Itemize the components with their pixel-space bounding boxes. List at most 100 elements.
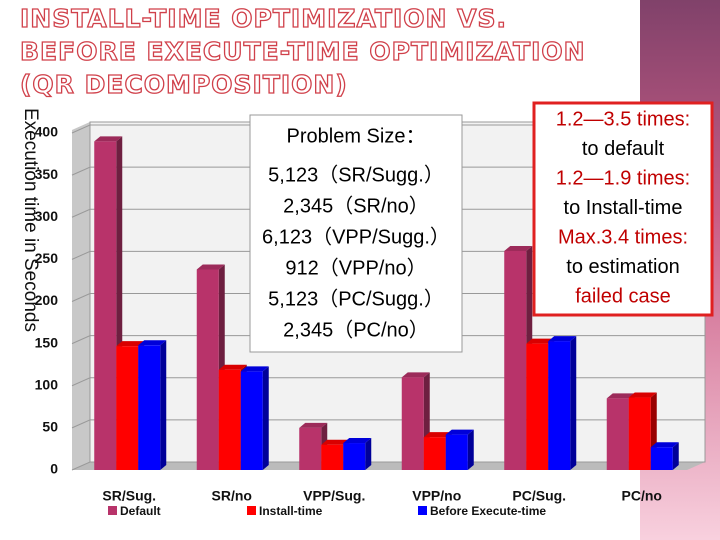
bar-top [628,392,657,398]
legend-swatch [418,506,427,515]
grid-line [71,335,705,345]
annotation-line: 1.2—1.9 times: [556,167,691,189]
bar-top [343,438,372,444]
bar-top [504,245,533,251]
bar-top [138,340,167,346]
bar-top [240,366,269,372]
bar-side [467,429,474,470]
bar-top [526,338,555,344]
annotation-line: 5,123（SR/Sugg.） [268,163,444,186]
grid-line [71,293,705,302]
annotation-line: failed case [575,285,671,307]
annotation-line: to estimation [566,256,679,278]
x-tick-label: PC/Sug. [512,488,566,504]
x-tick-label: SR/Sug. [102,488,156,504]
y-tick-label: 250 [35,250,59,266]
bar-top [423,432,452,438]
y-tick-label: 0 [50,461,58,477]
annotation-line: Problem Size： [287,125,426,147]
slide-title: (QR DECOMPOSITION) [20,70,348,99]
annotation-line: Max.3.4 times: [558,226,688,248]
legend-swatch [247,506,256,515]
bar-top [196,264,225,270]
annotation-line: 2,345（PC/no） [283,318,429,341]
grid-line [71,377,705,387]
bar-top [116,341,145,347]
bar-front [401,377,424,470]
annotation-line: to Install-time [564,197,683,219]
bar-side [365,438,372,470]
bar [240,366,269,470]
bar-top [299,422,328,428]
bar-side [262,366,269,470]
legend-label: Default [120,504,161,518]
grid-line [71,419,705,429]
wall-side [72,122,90,470]
y-tick-label: 200 [35,292,59,308]
y-axis-label: Execution time in Seconds [20,108,41,332]
bar [650,442,679,470]
bar-front [445,434,468,470]
grid-line [71,461,705,471]
grid-line [71,166,705,176]
bar-front [423,437,446,470]
bar-front [240,371,263,470]
y-tick-label: 150 [35,334,59,350]
legend-label: Before Execute-time [430,504,546,518]
annotation-line: 912（VPP/no） [285,256,426,279]
annotation-box [249,114,463,353]
legend-label: Install-time [259,504,323,518]
bar-front [548,341,571,470]
annotation-line: 6,123（VPP/Sugg.） [262,225,450,248]
bar-top [401,372,430,378]
bar-front [299,427,322,470]
bar-front [343,443,366,470]
annotation-box [532,101,714,317]
x-tick-label: VPP/Sug. [303,488,365,504]
bar [548,336,577,470]
bar-top [606,393,635,399]
bar-top [548,336,577,342]
y-tick-label: 50 [42,419,58,435]
bar [138,340,167,470]
bar-top [218,364,247,370]
y-tick-label: 300 [35,208,59,224]
bar-front [606,398,629,470]
bar [401,372,430,470]
bar-side [570,336,577,470]
bar-front [196,269,219,470]
bar-front [504,250,527,470]
x-tick-label: PC/no [622,488,662,504]
bar-side [160,340,167,470]
x-tick-label: VPP/no [412,488,461,504]
slide-title: INSTALL-TIME OPTIMIZATION VS. [20,4,507,33]
grid-line [71,250,705,260]
bar [343,438,372,470]
y-tick-label: 350 [35,166,59,182]
grid-line [71,124,705,134]
bar-side [672,442,679,470]
bar-front [650,447,673,470]
bar-front [218,369,241,470]
annotation-line: 1.2—3.5 times: [556,108,691,130]
slide-title: BEFORE EXECUTE-TIME OPTIMIZATION [20,37,586,66]
annotation-line: 5,123（PC/Sugg.） [268,287,444,310]
bar [445,429,474,470]
bar-top [445,429,474,435]
bar-front [116,346,139,470]
bar-front [138,345,161,470]
y-tick-label: 400 [35,124,59,140]
bar-front [628,397,651,470]
annotation-line: 2,345（SR/no） [283,194,429,217]
y-tick-label: 100 [35,376,59,392]
bar-top [94,136,123,142]
bar-front [94,141,117,471]
grid-line [71,208,705,218]
legend-swatch [108,506,117,515]
bar-front [321,444,344,470]
annotation-line: to default [582,138,665,160]
x-tick-label: SR/no [212,488,252,504]
bar-front [526,343,549,470]
bar-top [650,442,679,448]
